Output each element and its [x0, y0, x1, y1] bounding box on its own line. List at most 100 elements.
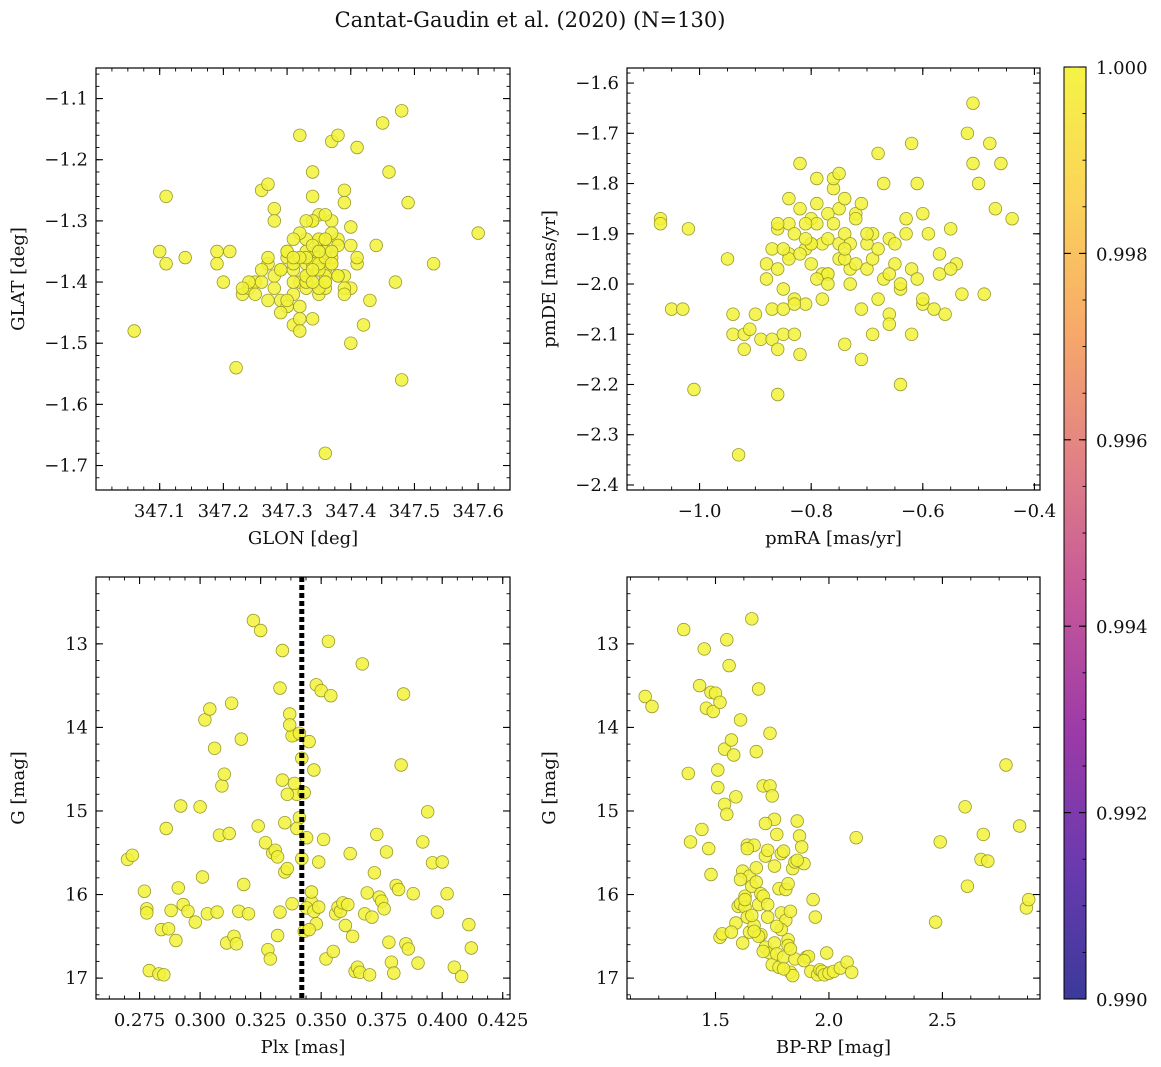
data-point [977, 287, 991, 301]
data-point [731, 448, 746, 462]
plot-area [627, 68, 1040, 490]
data-point [944, 222, 958, 236]
data-point [776, 844, 791, 858]
data-point [343, 846, 357, 861]
data-point [345, 929, 360, 944]
data-point [318, 232, 333, 246]
data-point [793, 247, 807, 261]
data-point [254, 275, 269, 289]
data-point [360, 886, 374, 900]
x-tick-label: 347.1 [134, 501, 186, 522]
colorbar-tick-label: 1.000 [1096, 58, 1148, 79]
data-point [944, 262, 958, 276]
data-point [401, 942, 416, 956]
data-point [771, 342, 785, 357]
data-point [706, 704, 720, 719]
y-tick-label: −1.7 [44, 456, 88, 477]
colorbar-tick-label: 0.992 [1096, 804, 1148, 825]
y-tick-label: −1.3 [44, 211, 88, 232]
panel-color-magnitude: 1.5 2.0 2.5 13 14 15 16 17 BP-RP [mag] G [mag] [539, 576, 1041, 1058]
data-point [216, 275, 231, 289]
data-point [776, 962, 791, 976]
data-point [305, 275, 320, 289]
data-point [270, 850, 285, 864]
data-point [877, 176, 891, 191]
data-point [224, 696, 239, 710]
data-point [988, 201, 1003, 216]
data-point [285, 897, 299, 911]
data-point [324, 689, 338, 703]
data-point [677, 622, 691, 637]
data-point [759, 272, 774, 286]
data-point [797, 953, 811, 968]
y-tick-label: −1.2 [44, 150, 88, 171]
data-point [810, 171, 824, 186]
data-point [274, 305, 288, 320]
data-point [932, 247, 947, 261]
data-point [747, 924, 761, 939]
data-point [981, 854, 995, 868]
data-point [287, 776, 302, 791]
data-point [344, 336, 358, 350]
data-point [235, 281, 250, 295]
y-tick-label: −1.7 [575, 123, 619, 144]
data-point [790, 853, 804, 868]
data-point [178, 250, 192, 265]
data-point [958, 800, 972, 814]
data-point [137, 884, 152, 898]
colorbar: 0.990 0.992 0.994 0.996 0.998 1.000 [1063, 58, 1148, 1011]
panel-glon-glat: 347.1 347.2 347.3 347.4 347.5 347.6 −1.1 −1.2 −1… [8, 67, 511, 549]
data-point [810, 272, 824, 286]
data-point [331, 128, 345, 143]
data-point [765, 242, 779, 256]
data-point [810, 196, 824, 211]
y-ticks: 13 14 15 16 17 [65, 593, 510, 996]
x-tick-label: 347.4 [325, 501, 377, 522]
data-point [384, 955, 399, 969]
data-point [293, 324, 307, 338]
data-point [447, 960, 462, 974]
data-point [1005, 211, 1019, 226]
data-point [798, 232, 813, 246]
x-ticks: 347.1 347.2 347.3 347.4 347.5 347.6 [95, 68, 511, 522]
x-ticks: −1.0 −0.8 −0.6 −0.4 [643, 68, 1056, 522]
data-point [293, 299, 307, 314]
data-point [305, 263, 320, 277]
data-point [318, 446, 333, 461]
data-point [798, 216, 813, 231]
data-point [976, 827, 991, 842]
data-point [267, 201, 282, 216]
data-point [215, 779, 229, 793]
data-point [966, 156, 980, 171]
data-point [275, 643, 290, 658]
data-point [435, 855, 449, 869]
data-point [899, 211, 913, 226]
y-tick-label: −2.4 [575, 475, 619, 496]
y-tick-label: −1.1 [44, 89, 88, 110]
data-point [854, 196, 869, 211]
data-point [726, 327, 740, 342]
data-point [337, 195, 352, 210]
x-tick-label: −0.6 [901, 501, 945, 522]
data-point [697, 642, 711, 656]
data-point [280, 293, 294, 308]
data-point [338, 918, 353, 933]
panel-plx-g: 0.275 0.300 0.325 0.350 0.375 0.400 0.42513141… [8, 576, 529, 1058]
y-tick-label: 17 [65, 968, 88, 989]
data-point [938, 307, 952, 321]
data-point [871, 146, 885, 161]
axes-frame [626, 576, 1041, 1000]
data-point [704, 867, 718, 882]
data-point [157, 968, 171, 982]
data-point [217, 767, 232, 781]
data-point [326, 944, 341, 959]
data-point [798, 297, 813, 311]
y-tick-label: 14 [596, 717, 619, 738]
data-point [1012, 819, 1027, 833]
data-point [724, 925, 739, 939]
data-point [776, 302, 791, 316]
data-point [350, 250, 364, 265]
data-point [312, 244, 326, 259]
data-point [253, 623, 268, 638]
data-point [932, 267, 947, 281]
